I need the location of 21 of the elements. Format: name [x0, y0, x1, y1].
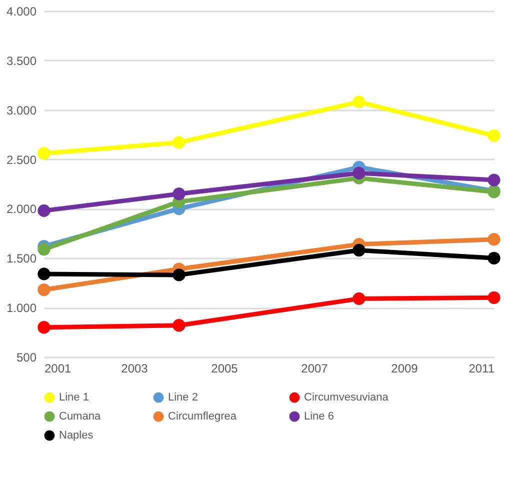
legend-label: Circumflegrea	[168, 410, 238, 422]
x-tick-label: 2011	[468, 362, 495, 376]
legend-label: Naples	[59, 430, 94, 442]
y-tick-label: 1.000	[6, 301, 37, 316]
x-tick-label: 2007	[301, 362, 328, 376]
legend-label: Circumvesuviana	[304, 392, 390, 404]
legend-label: Line 6	[304, 410, 334, 422]
y-tick-label: 500	[16, 350, 37, 364]
legend-label: Line 2	[168, 392, 198, 404]
y-tick-label: 4.000	[6, 4, 37, 18]
y-tick-label: 1.500	[6, 252, 37, 266]
y-tick-label: 3.500	[6, 54, 37, 68]
x-tick-label: 2009	[391, 362, 418, 376]
y-tick-label: 2.000	[6, 202, 37, 216]
x-tick-label: 2001	[44, 362, 72, 376]
x-tick-label: 2005	[211, 362, 238, 376]
legend-label: Line 1	[59, 392, 89, 404]
legend-label: Cumana	[59, 410, 102, 422]
y-tick-label: 2.500	[6, 152, 37, 167]
x-tick-label: 2003	[121, 362, 148, 376]
y-tick-label: 3.000	[6, 103, 37, 118]
